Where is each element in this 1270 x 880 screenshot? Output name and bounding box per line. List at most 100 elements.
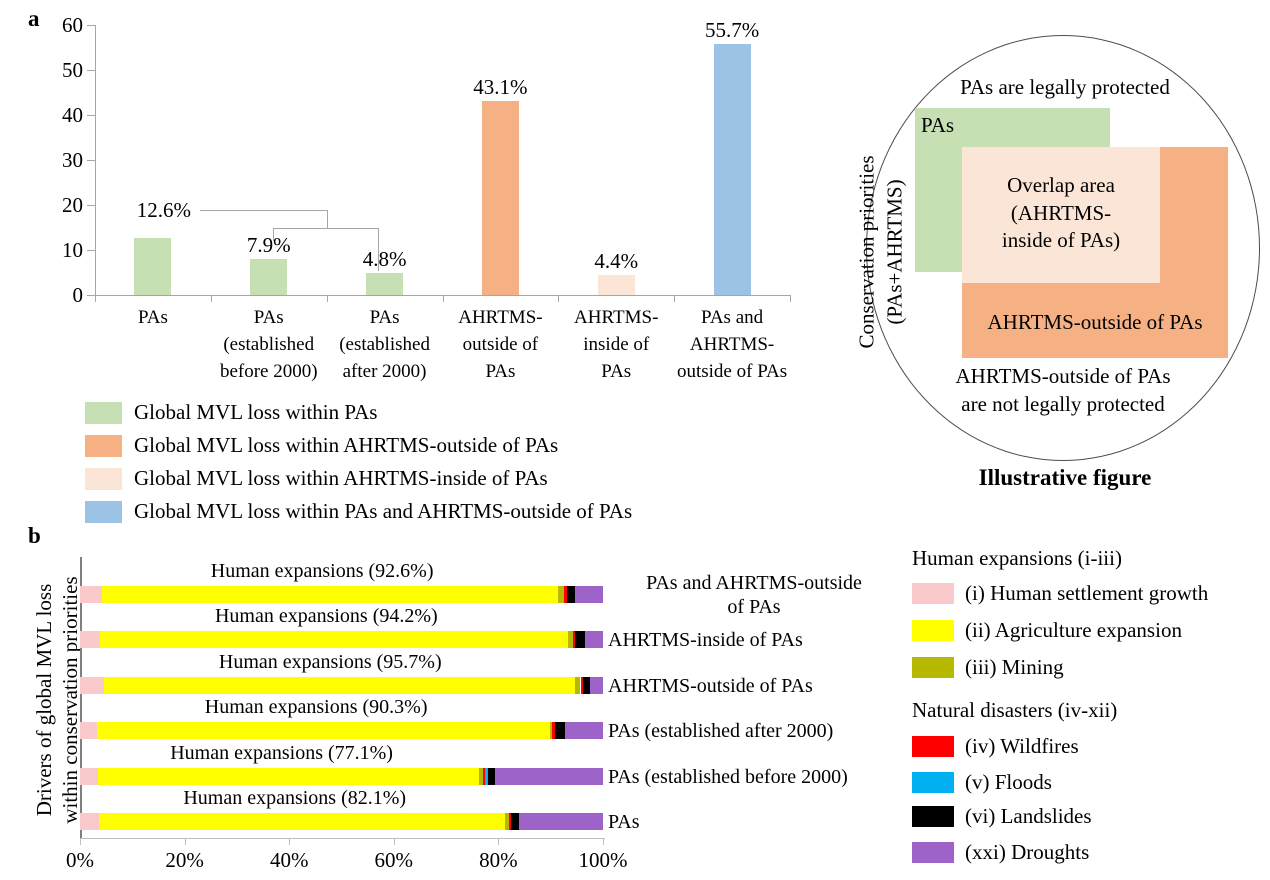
x-tick-mark (558, 295, 560, 302)
x-tick-mark (95, 295, 96, 302)
segment (504, 813, 510, 830)
segment (565, 722, 603, 740)
segment (96, 722, 550, 740)
x-tick-label: 40% (269, 848, 309, 872)
legend-label: (vi) Landslides (965, 803, 1092, 828)
legend-label: Global MVL loss within PAs and AHRTMS-ou… (134, 499, 633, 523)
ellipse-outline (866, 35, 1260, 461)
stacked-bar-6 (80, 813, 603, 830)
bar-value-label: 55.7% (704, 18, 760, 43)
x-category-label: AHRTMS- inside of PAs (574, 307, 659, 382)
segment (580, 676, 584, 694)
row-label: PAs (established after 2000) (608, 720, 834, 743)
segment (575, 586, 603, 603)
legend-swatch (85, 401, 122, 424)
x-tick-mark (603, 838, 604, 845)
segment (80, 631, 100, 649)
ahrtms-outside-label: AHRTMS-outside of PAs (987, 310, 1203, 334)
legend-item: (v) Floods (912, 770, 1052, 794)
segment (80, 586, 102, 603)
panel-b-stacked-bar-chart: 0% 20% 40% 60% 80% 100% Human expansions (92.6… (66, 557, 628, 872)
segment (479, 767, 484, 785)
panel-a-bar-chart: 0 10 20 30 40 50 60 12.6% PAs 7.9% PAs (establishe… (62, 13, 791, 382)
stacked-bar-3 (80, 676, 603, 694)
bracket-line (273, 228, 379, 229)
bar-2 (250, 259, 288, 295)
stacked-bar-4 (80, 722, 603, 740)
legend-item: (xxi) Droughts (912, 840, 1089, 864)
segment (552, 722, 556, 740)
overlap-rect (962, 147, 1160, 283)
y-tick-label: 40 (62, 103, 83, 127)
x-axis-line (80, 838, 605, 839)
legend-header: Human expansions (i-iii) (912, 546, 1122, 570)
y-tick-mark (87, 205, 95, 206)
x-tick-mark (674, 295, 676, 302)
y-tick-mark (87, 115, 95, 116)
segment (103, 676, 576, 694)
legend-label: (xxi) Droughts (965, 839, 1090, 864)
row-annotation: Human expansions (82.1%) (183, 787, 407, 809)
segment (483, 767, 486, 785)
legend-swatch (85, 434, 122, 457)
illustration-top-text: PAs are legally protected (960, 75, 1170, 99)
legend-swatch (912, 841, 954, 863)
legend-item: Global MVL loss within PAs (85, 400, 632, 424)
y-tick-label: 20 (62, 193, 83, 217)
stacked-bar-5 (80, 767, 603, 785)
row-annotation: Human expansions (77.1%) (170, 741, 393, 764)
legend-swatch (912, 805, 954, 827)
bar-6 (713, 44, 751, 295)
bar-value-label: 4.8% (362, 247, 407, 272)
legend-item: (iii) Mining (912, 655, 1064, 679)
segment (584, 631, 603, 649)
legend-label: Global MVL loss within AHRTMS-inside of … (134, 466, 548, 490)
x-tick-label: 60% (374, 848, 414, 872)
legend-swatch (912, 735, 954, 757)
x-tick-label: 100% (578, 848, 628, 872)
pas-rect-label: PAs (921, 113, 955, 137)
bracket-line (378, 228, 379, 271)
legend-label: (iii) Mining (965, 654, 1064, 679)
x-tick-mark (184, 838, 186, 845)
legend-item: (ii) Agriculture expansion (912, 618, 1182, 642)
legend-item: (i) Human settlement growth (912, 581, 1208, 605)
row-label: AHRTMS-outside of PAs (608, 674, 813, 697)
panel-b-y-axis-label: Drivers of global MVL loss within conser… (31, 576, 82, 824)
segment (572, 631, 575, 649)
y-tick-mark (87, 295, 95, 296)
panel-b-legend: Human expansions (i-iii) (i) Human settle… (912, 540, 1270, 880)
segment (494, 767, 603, 785)
panel-a-label: a (28, 6, 40, 31)
bar-4 (481, 101, 519, 295)
row-label: PAs (established before 2000) (608, 765, 848, 788)
legend-item: (vi) Landslides (912, 804, 1092, 828)
segment (99, 631, 569, 649)
x-tick-mark (393, 838, 395, 845)
illustration-bottom-text: AHRTMS-outside of PAs are not legally pr… (955, 364, 1171, 416)
segment (555, 722, 566, 740)
segment (80, 767, 98, 785)
segment (564, 586, 567, 603)
bracket-line (273, 228, 274, 241)
legend-header: Natural disasters (iv-xii) (912, 698, 1118, 722)
overlap-label: Overlap area (AHRTMS- inside of PAs) (1001, 173, 1121, 253)
x-category-label: PAs (established after 2000) (339, 307, 430, 382)
bar-value-label: 4.4% (594, 249, 639, 274)
row-annotation: Human expansions (92.6%) (210, 560, 434, 582)
legend-label: Global MVL loss within AHRTMS-outside of… (134, 433, 559, 457)
x-tick-mark (442, 295, 444, 302)
legend-item: Global MVL loss within PAs and AHRTMS-ou… (85, 499, 633, 523)
legend-label: (iv) Wildfires (965, 733, 1079, 758)
x-tick-mark (790, 295, 791, 302)
segment (518, 813, 603, 830)
row-annotation: Human expansions (90.3%) (204, 696, 428, 719)
segment (549, 722, 553, 740)
bar-value-label: 12.6% (136, 198, 192, 223)
x-tick-mark (80, 838, 81, 845)
y-tick-label: 50 (62, 58, 83, 82)
segment (80, 813, 99, 830)
row-annotation: Human expansions (94.2%) (214, 605, 438, 628)
legend-item: Global MVL loss within AHRTMS-outside of… (85, 433, 632, 457)
row-label: AHRTMS-inside of PAs (608, 629, 803, 652)
